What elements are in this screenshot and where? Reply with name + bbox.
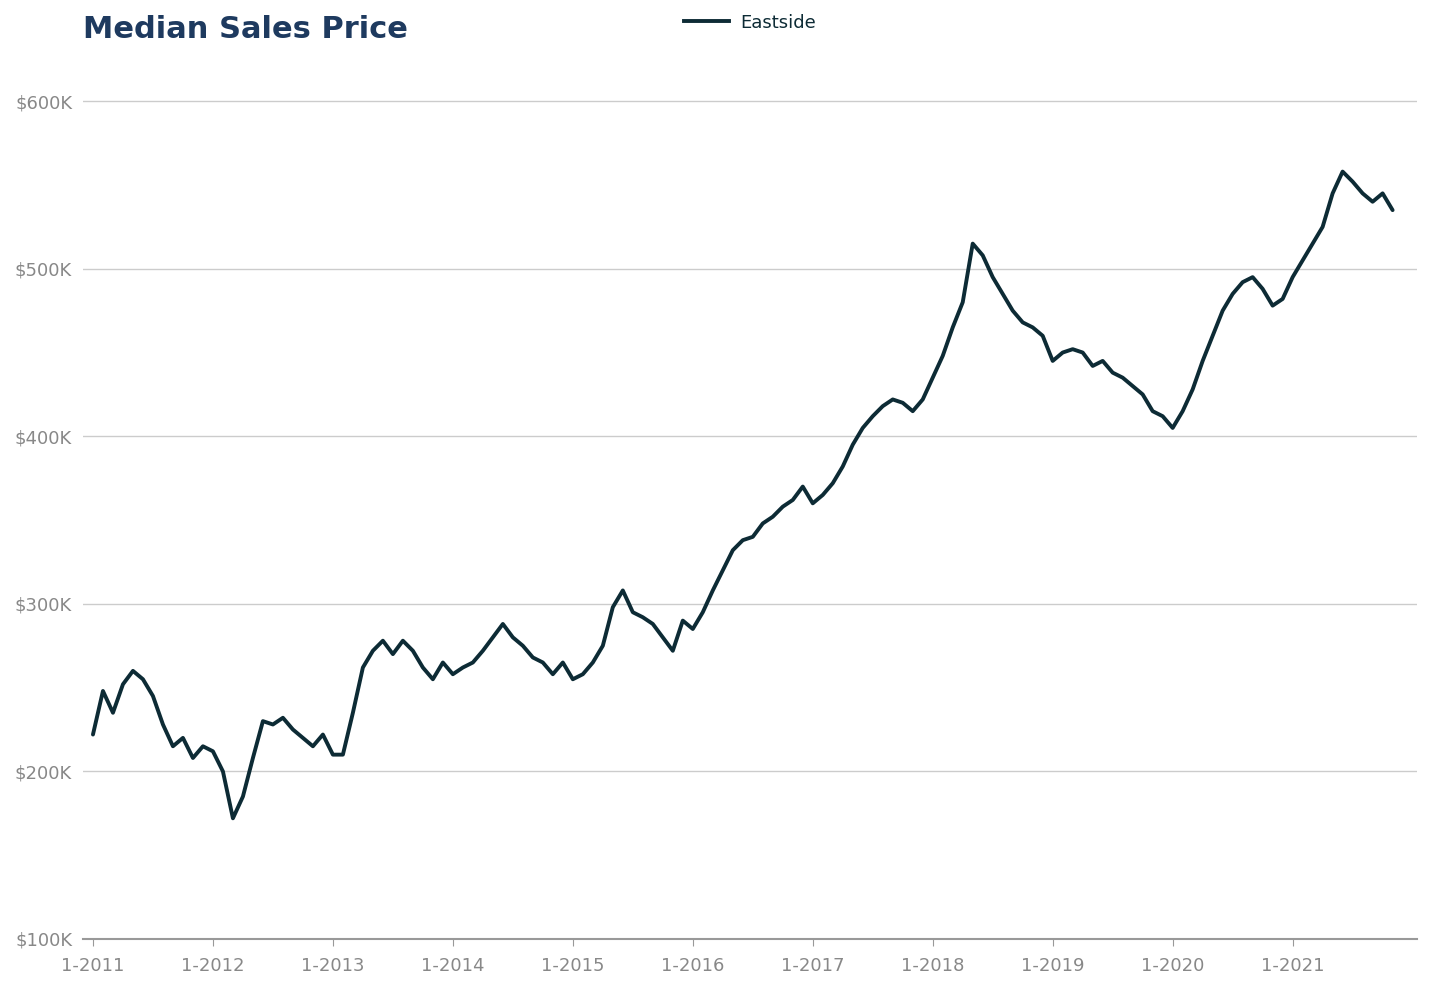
Legend: Eastside: Eastside <box>677 7 823 40</box>
Text: Median Sales Price: Median Sales Price <box>83 16 408 45</box>
